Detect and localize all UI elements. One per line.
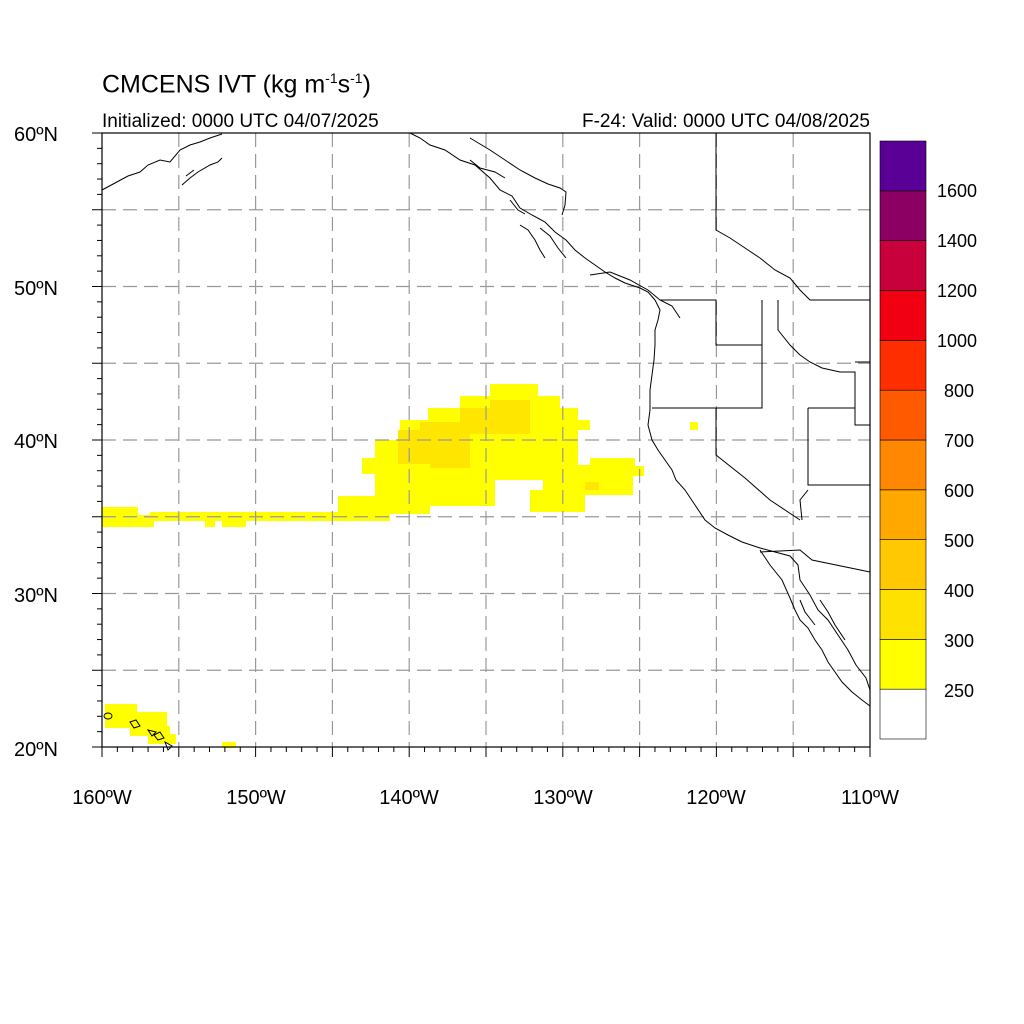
cb-label-500: 500 — [944, 531, 974, 551]
hawaii-islands — [103, 712, 173, 751]
cb-label-600: 600 — [944, 481, 974, 501]
lon-label-140w: 140ºW — [379, 787, 439, 809]
lon-label-150w: 150ºW — [226, 787, 286, 809]
lat-labels: 60ºN 50ºN 40ºN 30ºN 20ºN — [14, 124, 58, 761]
cb-label-1600: 1600 — [937, 181, 977, 201]
lon-label-160w: 160ºW — [72, 787, 132, 809]
axis-ticks — [92, 132, 871, 757]
colorbar-swatch — [879, 489, 927, 540]
lon-label-110w: 110ºW — [841, 787, 899, 809]
cb-label-1000: 1000 — [937, 331, 977, 351]
colorbar-labels: 250 300 400 500 600 700 800 1000 1200 14… — [937, 181, 977, 701]
colorbar-swatch — [879, 688, 927, 740]
ivt-shading — [102, 384, 698, 748]
lat-label-40n: 40ºN — [14, 431, 58, 453]
cb-label-1200: 1200 — [937, 281, 977, 301]
valid-time: F-24: Valid: 0000 UTC 04/08/2025 — [582, 111, 870, 132]
initialized-time: Initialized: 0000 UTC 04/07/2025 — [102, 111, 379, 132]
cb-label-1400: 1400 — [937, 231, 977, 251]
colorbar-swatch — [879, 290, 927, 341]
lon-labels: 160ºW 150ºW 140ºW 130ºW 120ºW 110ºW — [72, 787, 899, 809]
coastlines — [101, 132, 871, 707]
colorbar-swatch — [879, 639, 927, 690]
cb-label-400: 400 — [944, 581, 974, 601]
lat-label-30n: 30ºN — [14, 585, 58, 607]
colorbar-swatch — [879, 140, 927, 192]
lat-label-20n: 20ºN — [14, 739, 58, 761]
colorbar-swatch — [879, 389, 927, 441]
cb-label-300: 300 — [944, 631, 974, 651]
colorbar-swatch — [879, 240, 927, 291]
lat-label-60n: 60ºN — [14, 124, 58, 146]
colorbar — [879, 140, 927, 740]
lon-label-130w: 130ºW — [533, 787, 593, 809]
cb-label-250: 250 — [944, 681, 974, 701]
colorbar-swatch — [879, 190, 927, 241]
colorbar-swatch — [879, 439, 927, 491]
colorbar-swatch — [879, 589, 927, 640]
lat-label-50n: 50ºN — [14, 278, 58, 300]
lat-lon-grid — [102, 133, 870, 747]
lon-label-120w: 120ºW — [686, 787, 746, 809]
colorbar-swatch — [879, 340, 927, 391]
chart-title: CMCENS IVT (kg m-1s-1) — [102, 70, 371, 99]
cb-label-700: 700 — [944, 431, 974, 451]
colorbar-swatch — [879, 539, 927, 590]
cb-label-800: 800 — [944, 381, 974, 401]
